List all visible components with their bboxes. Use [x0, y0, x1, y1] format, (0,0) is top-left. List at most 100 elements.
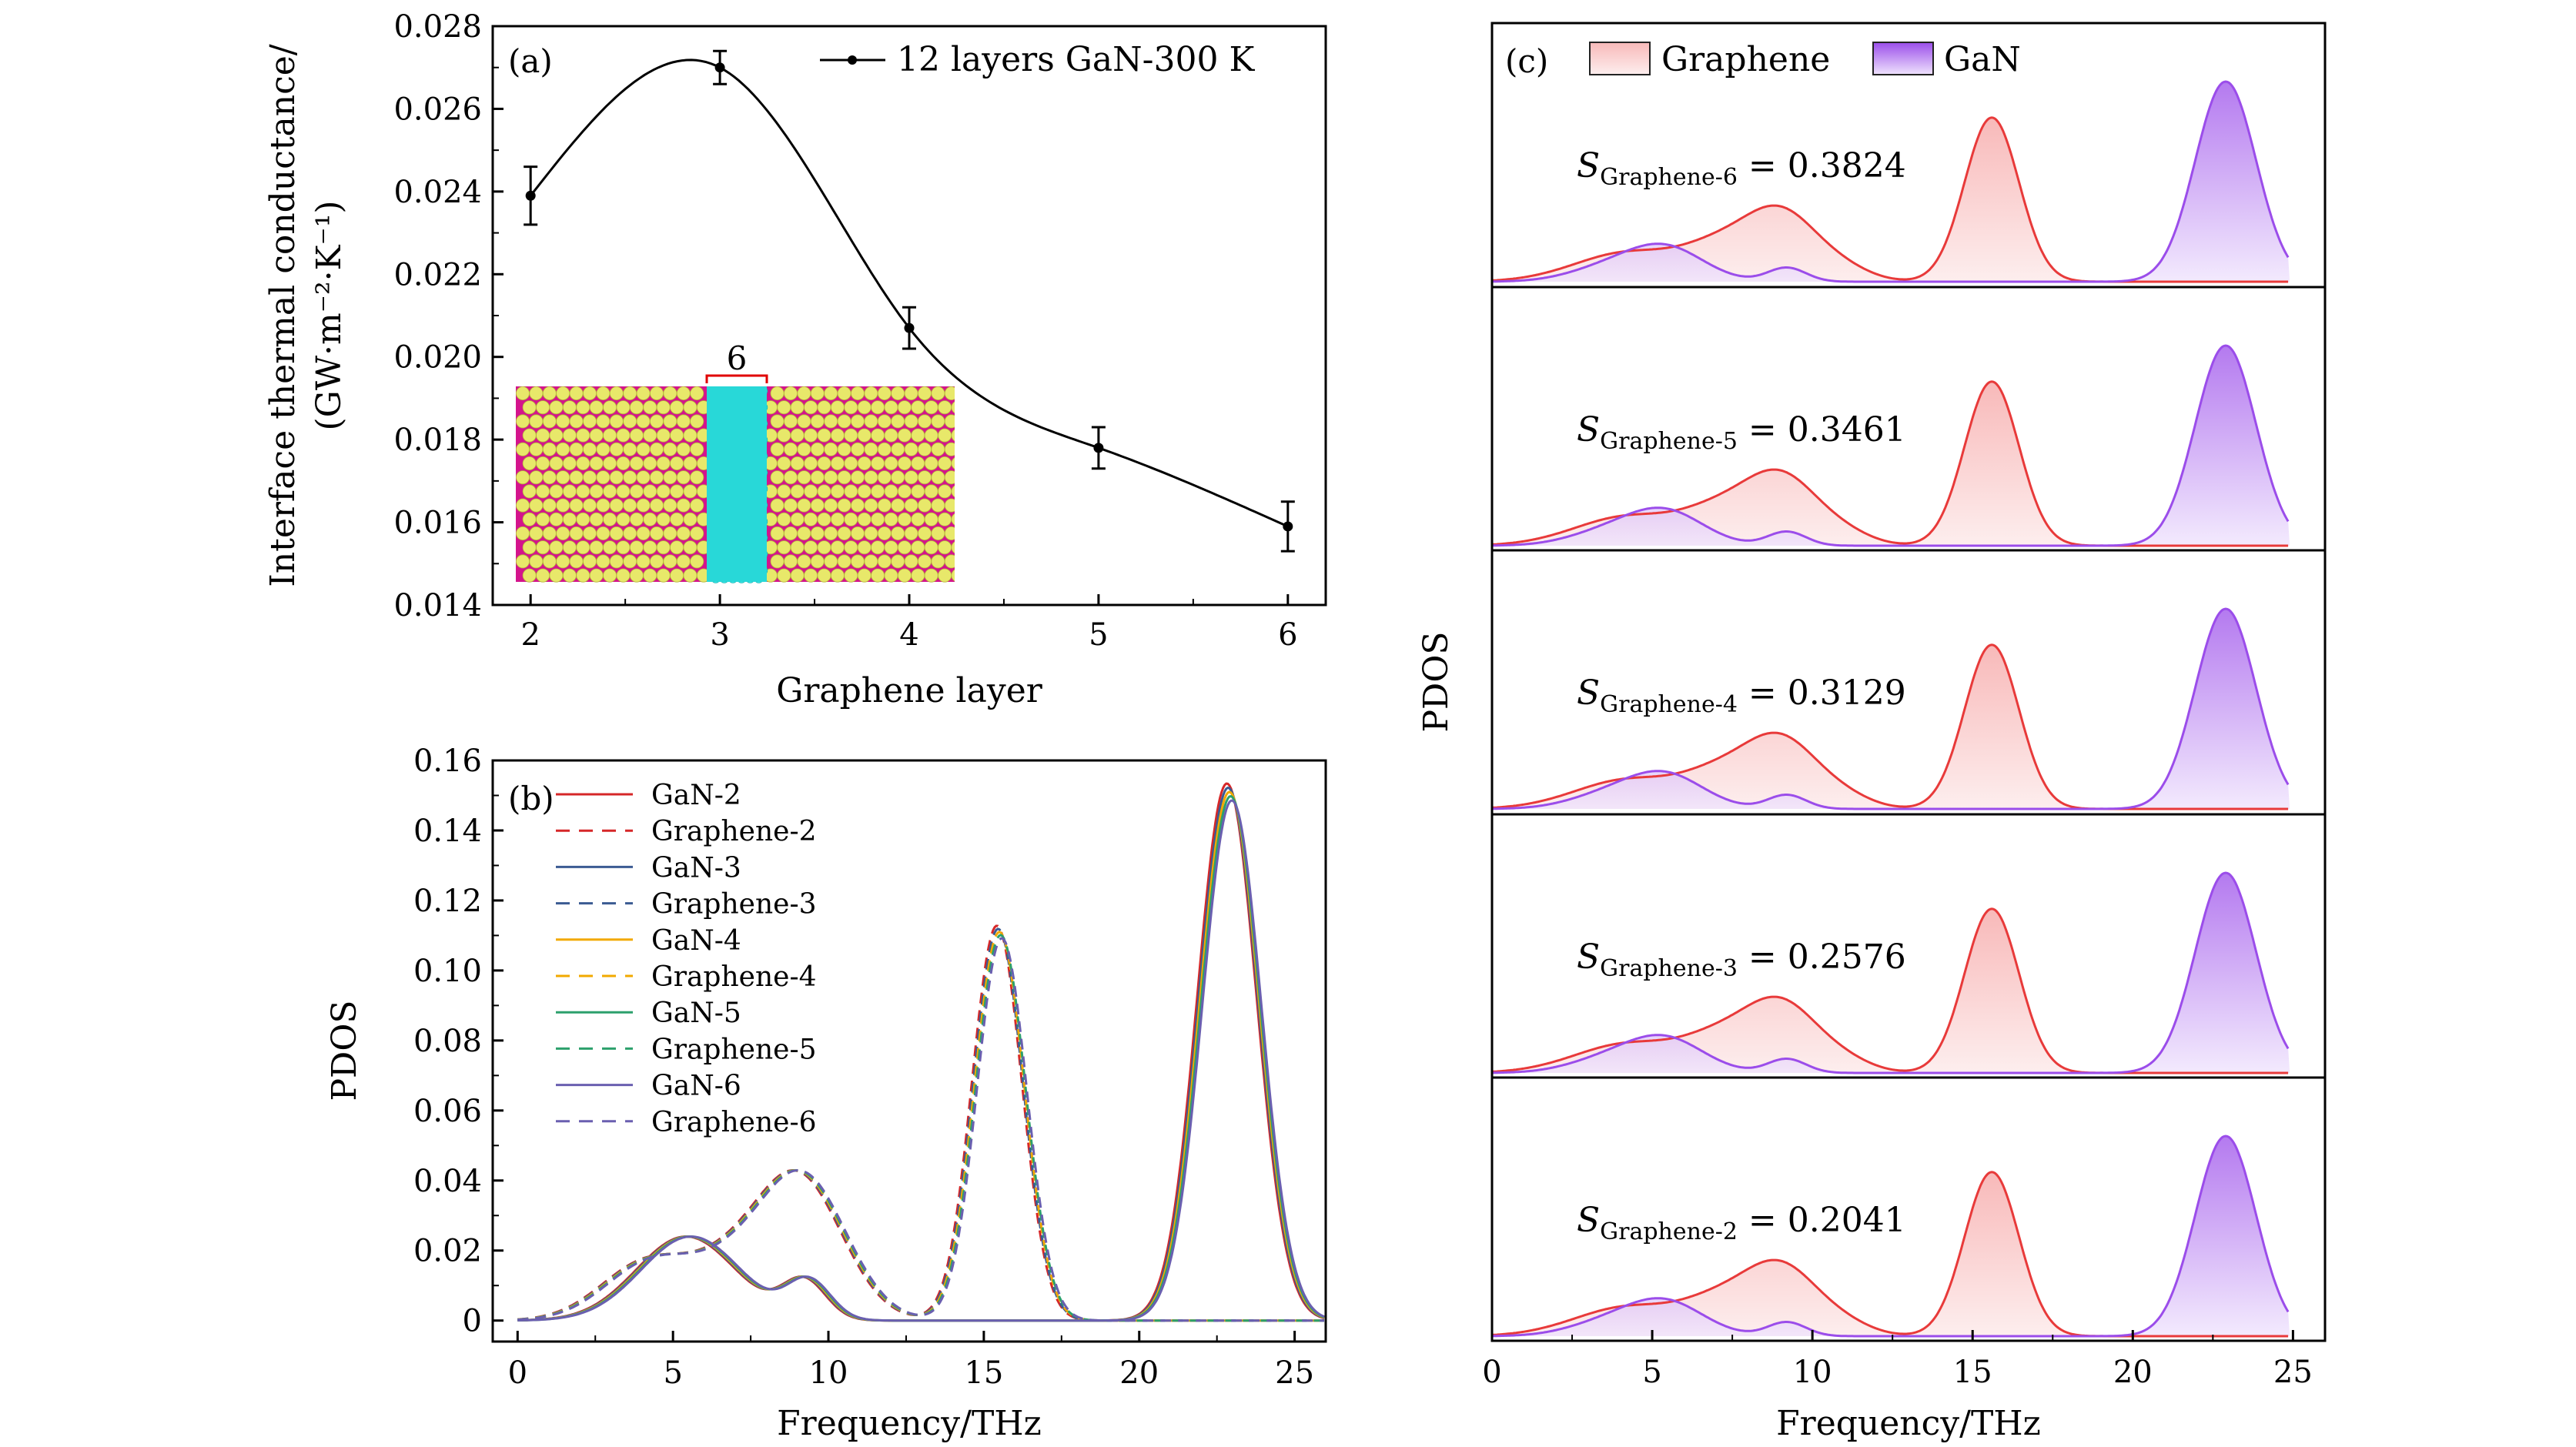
inset-gan-atom: [556, 386, 570, 400]
inset-gan-atom: [676, 470, 691, 485]
inset-gan-atom: [623, 526, 637, 541]
inset-gan-atom: [830, 568, 845, 583]
inset-gan-atom: [871, 456, 885, 471]
panel-c-stacked-pdos-chart: SGraphene-6 = 0.3824 SGraphene-5 = 0.3461…: [1417, 22, 2327, 1443]
panel-c-x-tick-label: 25: [2273, 1355, 2313, 1390]
inset-gan-atom: [609, 526, 624, 541]
panel-c-gan-line: [1491, 871, 2290, 1074]
inset-gan-atom: [790, 540, 805, 555]
inset-gan-atom: [911, 540, 925, 555]
inset-gan-atom: [542, 442, 557, 456]
inset-gan-atom: [884, 456, 898, 471]
panel-b-legend-label: Graphene-4: [651, 961, 817, 993]
inset-gan-atom: [542, 526, 557, 541]
panel-a-y-axis-label-line1: Interface thermal conductance/: [263, 44, 303, 586]
inset-gan-atom: [884, 568, 898, 583]
inset-gan-atom: [536, 512, 550, 526]
panel-b-x-tick-label: 15: [964, 1355, 1003, 1391]
inset-gan-atom: [851, 386, 865, 400]
inset-gan-atom: [656, 400, 671, 415]
inset-gan-atom: [884, 428, 898, 443]
inset-gan-atom: [837, 470, 851, 485]
panel-b-y-tick-label: 0.14: [413, 814, 482, 849]
panel-a-interface-conductance-chart: 2 3 4 5 6 0.014 0.016 0.018 0.020 0.022 0.024 0.026…: [263, 9, 1327, 710]
inset-gan-atom: [616, 400, 631, 415]
panel-c-x-tick-label: 10: [1793, 1355, 1832, 1390]
inset-gan-atom: [784, 554, 798, 569]
inset-gan-atom: [656, 512, 671, 526]
panel-a-y-tick-label: 0.026: [393, 92, 482, 127]
panel-b-legend-label: GaN-4: [651, 925, 741, 957]
panel-c-y-axis-label: PDOS: [1417, 631, 1456, 732]
inset-gan-atom: [522, 428, 537, 443]
inset-gan-atom: [924, 512, 938, 526]
inset-gan-atom: [529, 470, 544, 485]
inset-gan-atom: [683, 484, 698, 499]
inset-gan-atom: [864, 386, 878, 400]
inset-gan-atom: [911, 456, 925, 471]
inset-gan-atom: [549, 512, 564, 526]
inset-gan-atom: [965, 401, 978, 414]
panel-c-overlap-annotation: SGraphene-4 = 0.3129: [1577, 673, 1906, 718]
panel-b-series-gan-6: [517, 799, 1325, 1322]
inset-gan-atom: [951, 401, 955, 413]
inset-gan-atom: [810, 414, 825, 429]
inset-gan-atom: [891, 470, 905, 485]
inset-gan-atom: [603, 484, 617, 499]
inset-gan-atom: [643, 512, 657, 526]
inset-gan-atom: [944, 386, 955, 400]
inset-gan-atom: [784, 526, 798, 541]
inset-gan-atom: [897, 512, 912, 526]
inset-gan-atom: [683, 540, 698, 555]
inset-gan-atom: [844, 400, 858, 415]
inset-gan-atom: [556, 554, 570, 569]
inset-gan-atom: [830, 400, 845, 415]
inset-gan-atom: [884, 484, 898, 499]
panel-c-x-tick-label: 20: [2113, 1355, 2153, 1390]
panel-b-y-tick-label: 0.16: [413, 744, 482, 779]
panel-b-series-graphene-6: [517, 937, 1324, 1322]
panel-b-x-tick-label: 20: [1119, 1355, 1159, 1391]
inset-gan-atom: [897, 568, 912, 583]
inset-gan-atom: [804, 400, 818, 415]
inset-gan-atom: [670, 400, 684, 415]
panel-b-pdos-chart: 0 5 10 15 20 25 0 0.02 0.04 0.06 0.08 0.10 0.12 0.14 0…: [325, 744, 1327, 1443]
inset-gan-atom: [824, 442, 838, 456]
inset-gan-atom: [676, 442, 691, 456]
inset-gan-atom: [824, 498, 838, 513]
inset-gan-atom: [690, 498, 704, 513]
inset-gan-atom: [609, 414, 624, 429]
inset-gan-atom: [549, 456, 564, 471]
inset-gan-atom: [569, 554, 584, 569]
inset-gan-atom: [529, 442, 544, 456]
inset-gan-atom: [965, 569, 978, 582]
inset-gan-atom: [804, 484, 818, 499]
inset-gan-atom: [924, 400, 938, 415]
inset-gan-atom: [871, 512, 885, 526]
inset-gan-atom: [770, 498, 785, 513]
inset-gan-atom: [650, 470, 664, 485]
inset-gan-atom: [851, 414, 865, 429]
inset-gan-atom: [676, 414, 691, 429]
inset-gan-atom: [616, 568, 631, 583]
panel-a-legend: 12 layers GaN-300 K: [820, 40, 1255, 79]
inset-gan-atom: [777, 484, 791, 499]
panel-b-y-tick-label: 0.12: [413, 884, 482, 919]
inset-gan-atom: [542, 386, 557, 400]
inset-gan-atom: [938, 540, 952, 555]
inset-gan-atom: [931, 470, 945, 485]
panel-b-legend-label: Graphene-3: [651, 889, 817, 921]
inset-gan-atom: [958, 471, 972, 484]
inset-graphene-block: [707, 386, 767, 582]
inset-gan-atom: [777, 428, 791, 443]
inset-gan-atom: [864, 498, 878, 513]
inset-gan-atom: [616, 456, 631, 471]
panel-b-ticks: 0 5 10 15 20 25 0 0.02 0.04 0.06 0.08 0.10 0.12 0.14 0…: [413, 744, 1314, 1391]
inset-gan-atom: [616, 540, 631, 555]
panel-a-x-tick-label: 3: [710, 617, 729, 653]
inset-gan-atom: [817, 428, 831, 443]
inset-gan-atom: [918, 526, 932, 541]
panel-a-x-tick-label: 2: [520, 617, 540, 653]
inset-gan-atom: [670, 428, 684, 443]
inset-gan-atom: [944, 414, 955, 429]
